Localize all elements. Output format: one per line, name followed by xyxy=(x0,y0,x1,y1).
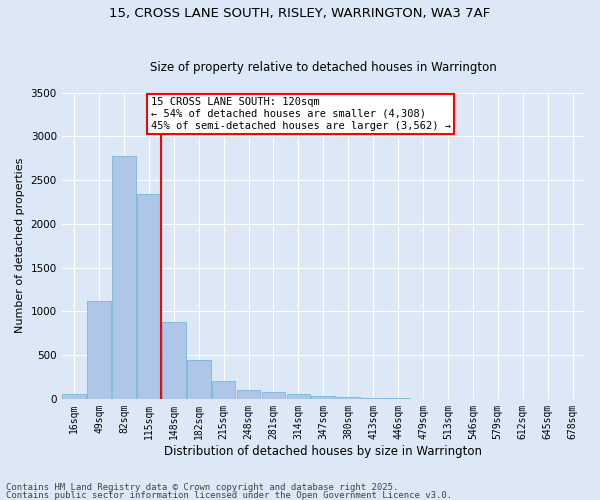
Bar xyxy=(262,392,286,399)
Bar xyxy=(212,382,235,399)
Bar xyxy=(137,194,161,399)
Text: Contains HM Land Registry data © Crown copyright and database right 2025.: Contains HM Land Registry data © Crown c… xyxy=(6,484,398,492)
Text: 15 CROSS LANE SOUTH: 120sqm
← 54% of detached houses are smaller (4,308)
45% of : 15 CROSS LANE SOUTH: 120sqm ← 54% of det… xyxy=(151,98,451,130)
Bar xyxy=(87,301,111,399)
Text: 15, CROSS LANE SOUTH, RISLEY, WARRINGTON, WA3 7AF: 15, CROSS LANE SOUTH, RISLEY, WARRINGTON… xyxy=(109,8,491,20)
Bar xyxy=(112,156,136,399)
Bar xyxy=(337,397,360,399)
X-axis label: Distribution of detached houses by size in Warrington: Distribution of detached houses by size … xyxy=(164,444,482,458)
Text: Contains public sector information licensed under the Open Government Licence v3: Contains public sector information licen… xyxy=(6,490,452,500)
Bar xyxy=(237,390,260,399)
Bar xyxy=(361,398,385,399)
Bar xyxy=(62,394,86,399)
Y-axis label: Number of detached properties: Number of detached properties xyxy=(15,158,25,334)
Bar xyxy=(311,396,335,399)
Title: Size of property relative to detached houses in Warrington: Size of property relative to detached ho… xyxy=(150,60,497,74)
Bar xyxy=(162,322,185,399)
Bar xyxy=(187,360,211,399)
Bar xyxy=(287,394,310,399)
